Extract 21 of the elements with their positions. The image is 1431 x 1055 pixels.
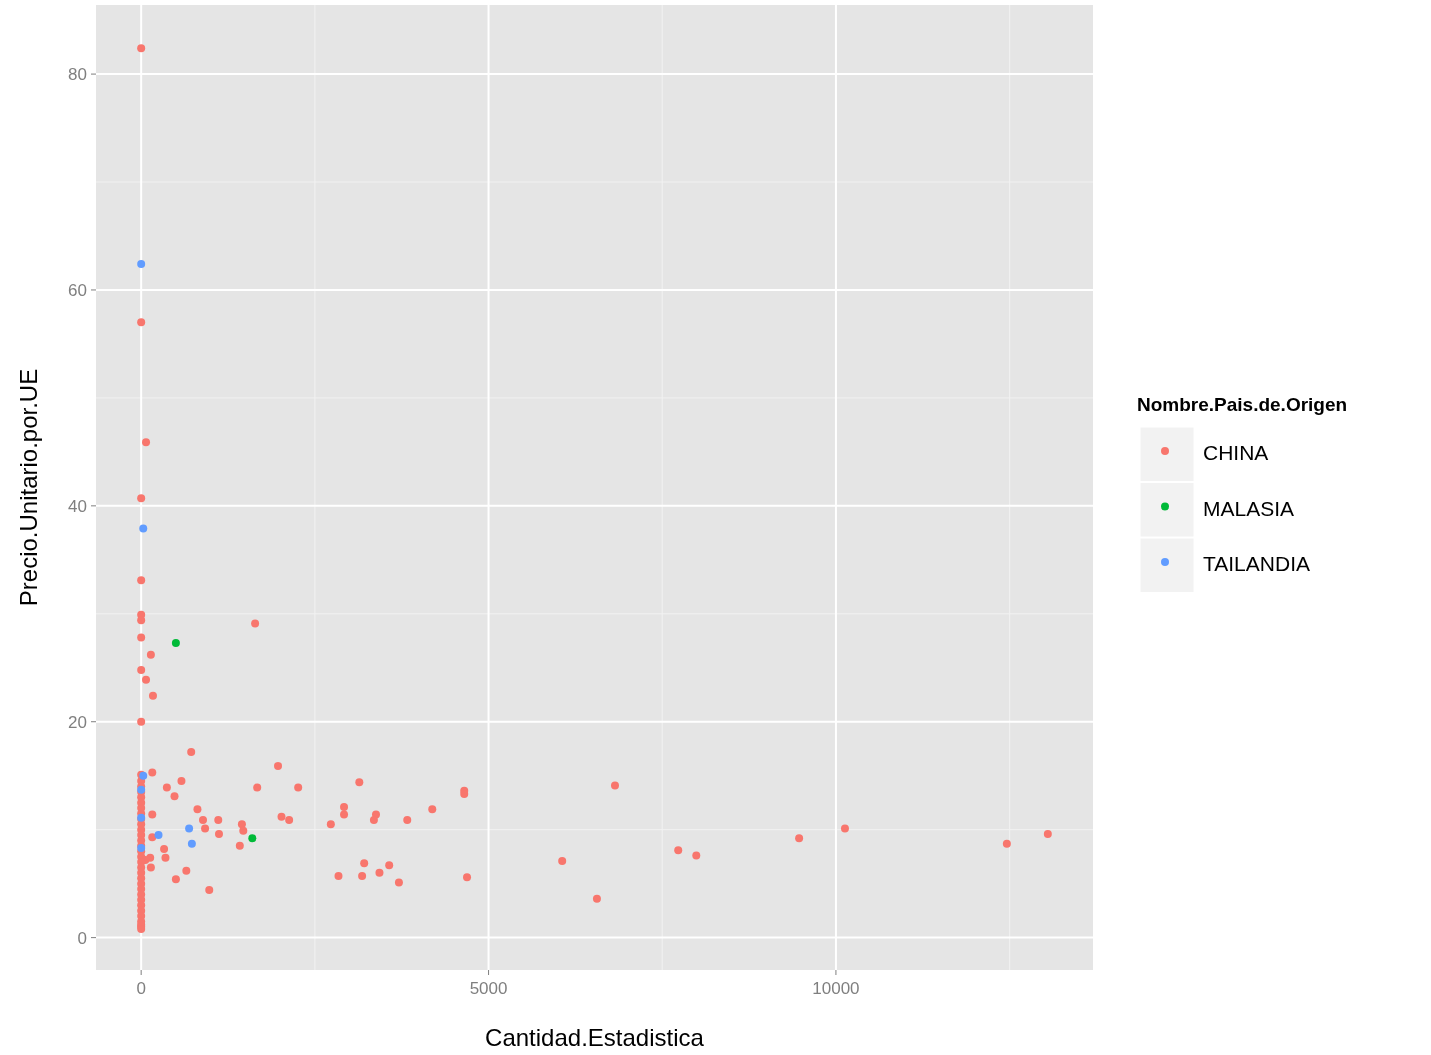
point — [171, 638, 180, 647]
y-tick-label: 80 — [68, 65, 87, 85]
point — [137, 260, 146, 269]
legend-label: CHINA — [1203, 441, 1269, 465]
point — [185, 824, 194, 833]
y-tick-label: 20 — [68, 712, 87, 732]
y-tick-label: 40 — [68, 496, 87, 516]
point — [187, 839, 196, 848]
y-axis-title: Precio.Unitario.por.UE — [15, 368, 42, 607]
x-tick-label: 10000 — [812, 979, 860, 998]
legend-title: Nombre.Pais.de.Origen — [1137, 394, 1348, 415]
y-tick-label: 0 — [77, 928, 87, 948]
point — [139, 524, 148, 533]
x-tick-label: 5000 — [469, 979, 508, 998]
x-tick-label: 0 — [136, 979, 146, 998]
x-axis-title: Cantidad.Estadistica — [485, 1024, 705, 1051]
legend-label: MALASIA — [1203, 496, 1295, 520]
legend-label: TAILANDIA — [1203, 552, 1310, 576]
y-tick-label: 60 — [68, 280, 87, 300]
point — [248, 834, 257, 843]
point — [154, 831, 163, 840]
